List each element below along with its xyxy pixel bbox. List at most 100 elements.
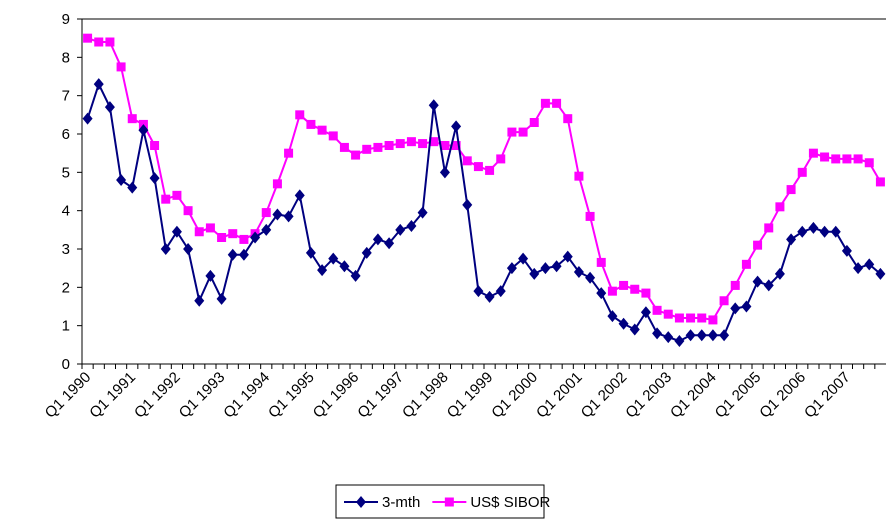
x-tick-label: Q1 2005 [712,369,765,422]
marker [283,210,294,223]
x-tick-label: Q1 1998 [399,369,452,422]
marker [518,252,529,265]
x-tick-label: Q1 1997 [354,369,407,422]
marker [697,313,707,323]
marker [518,127,528,137]
marker [774,267,785,280]
marker [250,231,261,244]
y-tick-label: 0 [62,356,70,373]
marker [808,221,819,234]
marker [351,150,361,160]
x-tick-label: Q1 1993 [176,369,229,422]
marker [228,229,238,239]
marker [496,154,506,164]
y-tick-label: 1 [62,318,70,335]
marker [373,142,383,152]
marker [444,497,454,507]
marker [596,287,607,300]
marker [619,280,629,290]
marker [741,259,751,269]
marker [875,177,885,187]
marker [83,33,93,43]
marker [864,258,875,271]
marker [764,223,774,233]
marker [116,62,126,72]
marker [685,329,696,342]
marker [272,179,282,189]
marker [161,194,171,204]
legend-label: US$ SIBOR [470,494,550,511]
marker [775,202,785,212]
marker [462,156,472,166]
marker [630,284,640,294]
marker [105,37,115,47]
marker [585,211,595,221]
marker [294,189,305,202]
x-tick-label: Q1 1999 [444,369,497,422]
marker [127,114,137,124]
marker [317,125,327,135]
y-tick-label: 8 [62,49,70,66]
marker [339,142,349,152]
marker [529,118,539,127]
marker [138,124,149,137]
marker [356,496,366,508]
marker [150,141,160,150]
x-tick-label: Q1 1994 [220,369,273,422]
marker [607,310,618,323]
marker [573,266,584,278]
marker [841,244,852,257]
marker [462,198,473,211]
marker [172,190,182,200]
marker [529,267,540,280]
marker [238,248,249,261]
series [83,33,885,325]
marker [183,243,194,255]
marker [763,279,774,292]
marker [797,167,807,177]
marker [261,223,272,236]
marker [93,78,104,91]
marker [864,158,874,168]
x-tick-label: Q1 2001 [533,369,586,422]
marker [306,119,316,129]
series-line [87,37,882,322]
marker [663,331,674,344]
marker [127,181,138,194]
marker [473,162,483,172]
x-tick-label: Q1 1995 [265,369,318,422]
marker [640,306,651,319]
marker [183,206,193,216]
legend: 3-mth US$ SIBOR [335,484,551,519]
marker [853,262,864,275]
x-tick-label: Q1 2006 [756,369,809,422]
y-tick-label: 9 [62,11,70,28]
marker [719,296,729,306]
marker [384,237,395,250]
marker [417,206,428,219]
marker [328,131,338,141]
marker [596,257,606,267]
y-tick-label: 3 [62,241,70,258]
series-line [86,81,882,343]
series [82,78,886,347]
marker [94,37,104,47]
marker [842,154,852,164]
marker [160,243,171,255]
marker [730,280,740,290]
marker [395,223,406,236]
marker [563,114,573,124]
marker [171,225,182,238]
marker [82,112,93,125]
marker [707,329,718,342]
marker [540,262,551,275]
marker [853,154,863,164]
marker [830,225,841,238]
marker [317,264,328,277]
x-tick-label: Q1 1996 [310,369,363,422]
marker [552,98,562,108]
marker [618,317,629,330]
marker [384,141,394,150]
marker [786,233,797,246]
marker [362,144,372,154]
